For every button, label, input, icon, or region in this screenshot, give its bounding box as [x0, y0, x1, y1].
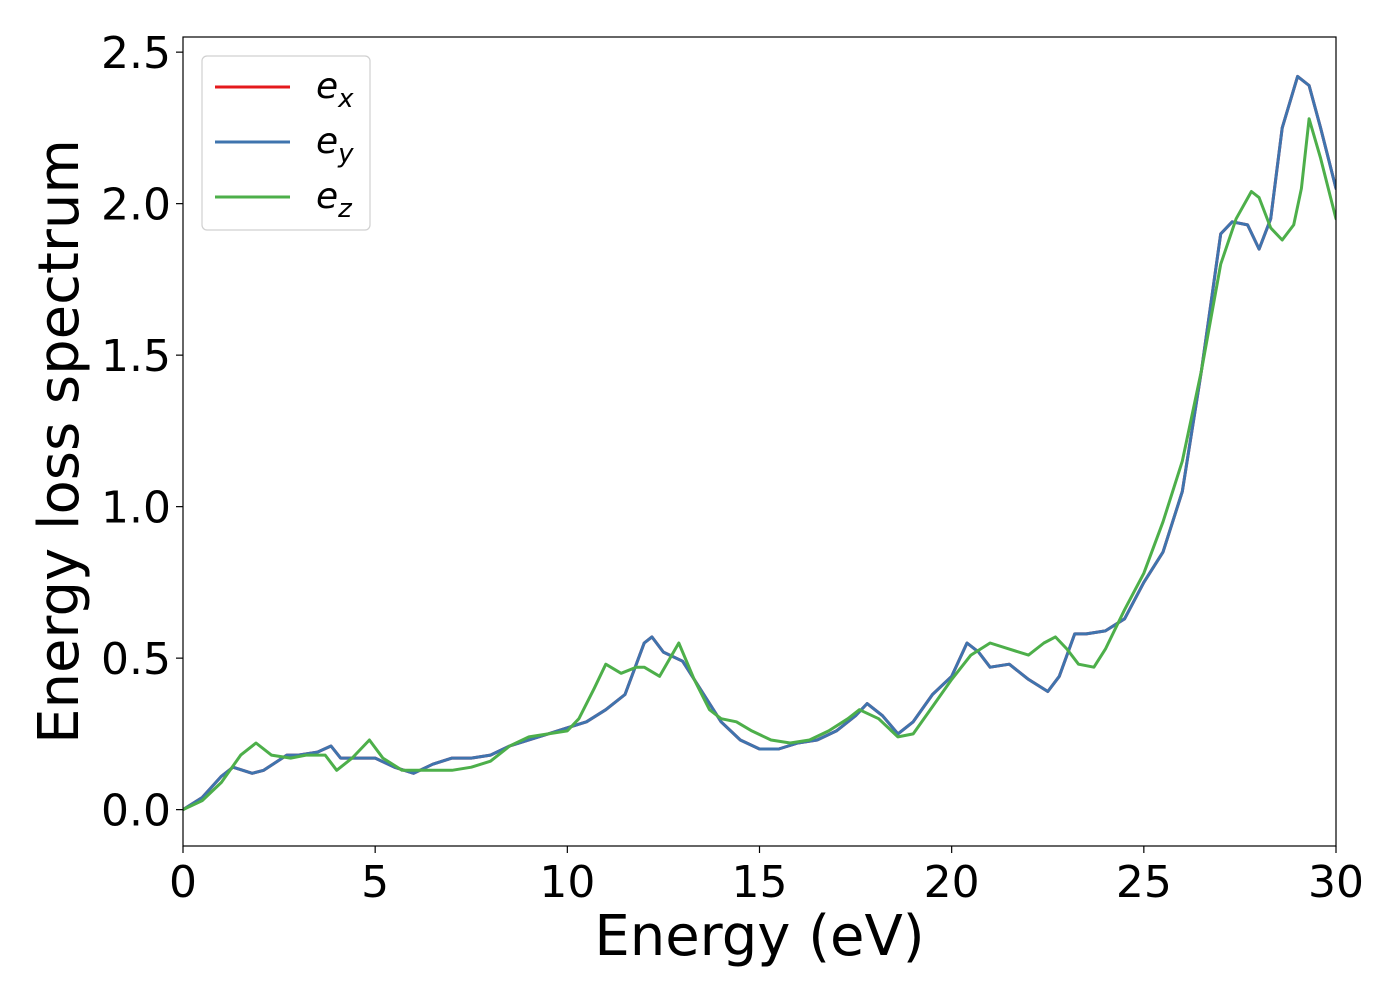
- y-tick-label: 0.5: [101, 634, 171, 685]
- y-tick-label: 0.0: [101, 786, 171, 837]
- x-tick-label: 30: [1308, 857, 1364, 908]
- x-tick-label: 5: [361, 857, 389, 908]
- y-axis: 0.0 0.5 1.0 1.5 2.0 2.5: [101, 28, 183, 837]
- series-line-ey: [183, 74, 1336, 812]
- x-axis: 0 5 10 15 20 25 30: [169, 846, 1364, 908]
- x-tick-label: 25: [1116, 857, 1172, 908]
- y-tick-label: 1.5: [101, 331, 171, 382]
- x-tick-label: 15: [732, 857, 788, 908]
- series-layer: [183, 74, 1336, 812]
- y-axis-title: Energy loss spectrum: [27, 139, 92, 744]
- x-tick-label: 20: [924, 857, 980, 908]
- y-tick-label: 1.0: [101, 483, 171, 534]
- x-axis-title: Energy (eV): [594, 904, 924, 969]
- y-tick-label: 2.0: [101, 180, 171, 231]
- x-tick-label: 10: [539, 857, 595, 908]
- y-tick-label: 2.5: [101, 28, 171, 79]
- x-tick-label: 0: [169, 857, 197, 908]
- series-line-ez: [183, 117, 1336, 812]
